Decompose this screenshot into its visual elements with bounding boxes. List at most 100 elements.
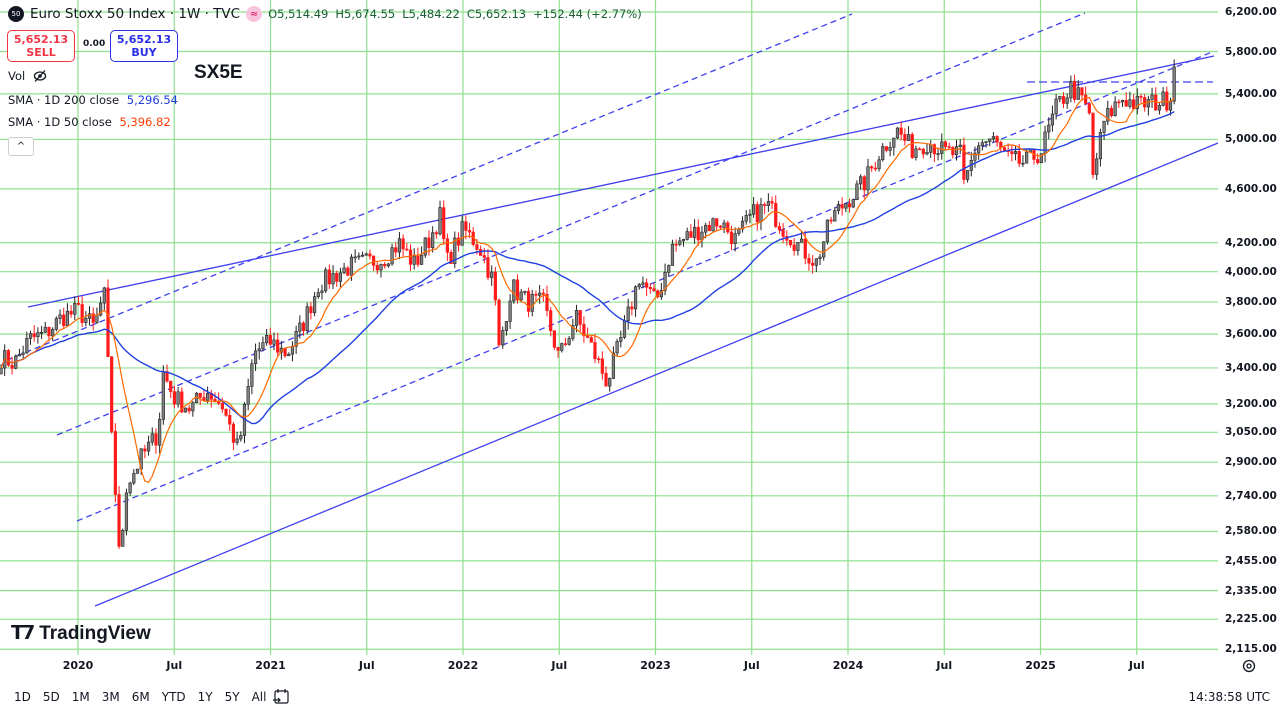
candle [39,326,44,340]
symbol-title[interactable]: Euro Stoxx 50 Index · 1W · TVC [30,6,241,22]
candle-body [364,253,368,256]
candle [456,232,461,252]
candle-body [335,273,339,282]
candle-body [851,199,855,208]
candle-body [984,141,988,143]
candle-body [1102,120,1106,133]
candle-body [1013,151,1018,155]
candle [829,216,833,224]
candle-body [770,201,774,204]
candle [253,343,258,372]
candle-body [161,371,165,420]
range-button-1m[interactable]: 1M [71,690,90,704]
range-button-1d[interactable]: 1D [14,690,31,704]
candle-body [722,222,726,228]
time-tick-label: 2021 [255,659,286,672]
candle-body [250,363,254,387]
candle [637,283,641,290]
candle-body [1087,103,1091,114]
candle-body [1058,96,1062,100]
range-button-ytd[interactable]: YTD [161,690,186,704]
range-button-5y[interactable]: 5Y [224,690,240,704]
candle [1076,80,1080,100]
candle-body [464,221,468,231]
dashed-channel-line-2[interactable] [56,12,1086,436]
candle [25,331,29,355]
candle-body [951,147,955,156]
volume-indicator[interactable]: Vol [8,69,47,83]
candle [1139,93,1143,103]
candle-body [287,353,291,357]
candle [1113,96,1117,117]
dashed-channel-line-3[interactable] [76,51,1213,522]
dashed-channel-line-1[interactable] [6,13,853,361]
candle [43,321,47,334]
candle-body [630,306,634,310]
candle [567,335,571,346]
candle-body [379,264,383,271]
candle [239,431,243,442]
eye-hidden-icon[interactable] [33,69,47,83]
candle [445,233,449,261]
candle [146,435,151,456]
candle-body [253,350,258,365]
candle-body [475,244,479,250]
candle [235,431,239,446]
lower-channel-line[interactable] [94,142,1219,607]
candle [408,244,413,271]
candle-body [962,144,966,180]
candle-body [733,233,737,244]
open-value: O5,514.49 [268,7,329,21]
candle-body [154,433,158,446]
range-button-3m[interactable]: 3M [101,690,120,704]
candle [600,351,604,380]
candle-body [479,249,483,256]
candle [1135,88,1139,115]
market-status-icon[interactable]: ≈ [246,6,263,22]
clock-readout[interactable]: 14:38:58 UTC [1188,690,1271,704]
candle [585,327,590,339]
candle-body [1150,94,1154,100]
candle [836,200,841,215]
upper-channel-line[interactable] [27,55,1215,308]
candle-body [113,431,117,495]
price-chart[interactable] [0,0,1220,655]
candle [504,321,509,336]
range-button-5d[interactable]: 5D [42,690,60,704]
candle-body [737,228,741,234]
range-button-all[interactable]: All [251,690,267,704]
collapse-legend-button[interactable]: ^ [8,137,34,156]
candle-body [759,204,763,223]
tradingview-logo[interactable]: 𝗧𝟳 TradingView [11,622,151,645]
sma200-indicator[interactable]: SMA · 1D 200 close 5,296.54 [8,93,178,107]
range-button-6m[interactable]: 6M [131,690,150,704]
buy-button[interactable]: 5,652.13 BUY [110,30,178,62]
candle [788,240,793,248]
candle [866,158,870,195]
candle-body [807,258,811,264]
candle [390,243,394,266]
candle [1084,86,1088,106]
candle-body [648,287,652,289]
range-button-1y[interactable]: 1Y [197,690,213,704]
candle-body [316,292,320,297]
candle [512,279,516,304]
candle-body [600,358,604,374]
close-value: C5,652.13 [466,7,527,21]
candle-body [862,176,866,191]
candle-body [372,255,376,266]
low-value: L5,484.22 [402,7,460,21]
candle [482,247,486,264]
candle-body [892,137,896,148]
candle-body [6,350,10,366]
candle [648,283,652,294]
candle [515,274,520,304]
candle-body [1025,151,1029,164]
candle [338,267,343,288]
candle [464,215,468,240]
sma50-indicator[interactable]: SMA · 1D 50 close 5,396.82 [8,115,171,129]
go-to-date-calendar-icon[interactable] [272,688,290,706]
sell-button[interactable]: 5,652.13 SELL [7,30,75,62]
candle-body [940,141,944,154]
settings-icon[interactable] [1242,659,1256,673]
